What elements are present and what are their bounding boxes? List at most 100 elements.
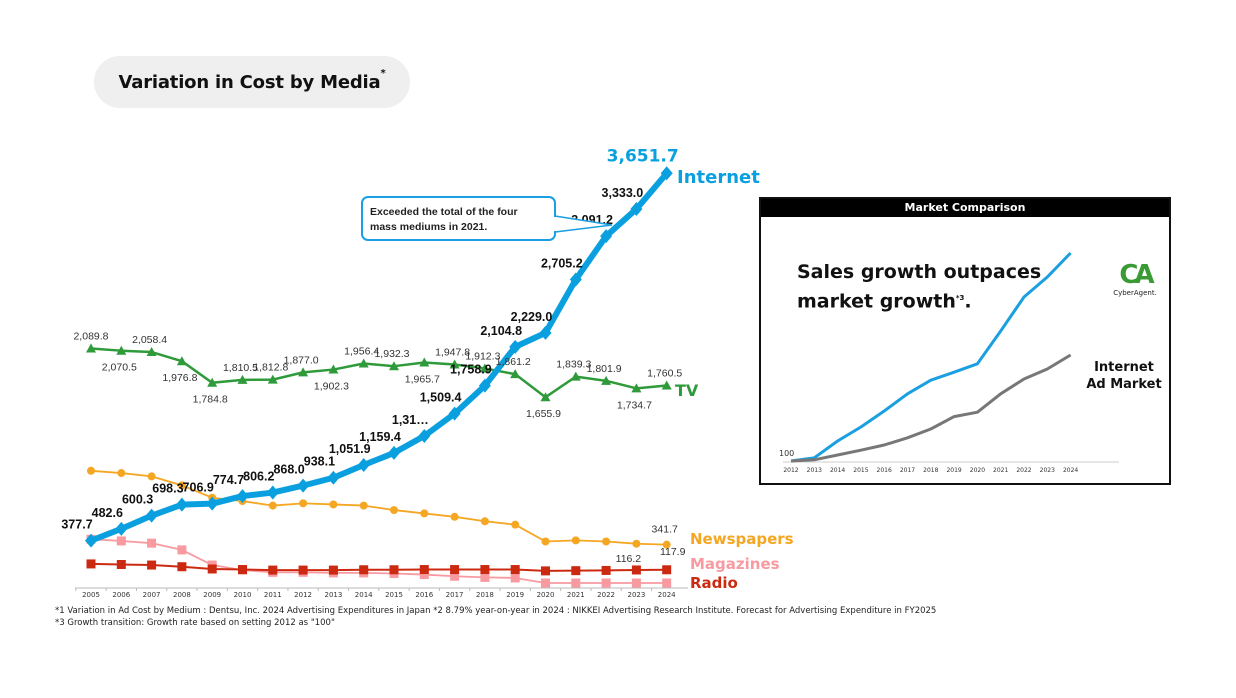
internet-data-label: 3,333.0 (602, 186, 644, 200)
callout-box (361, 196, 556, 241)
internet-data-label: 868.0 (273, 463, 304, 477)
magazines-point (419, 570, 429, 580)
callout-joint (553, 217, 557, 231)
tv-data-label: 1,760.5 (647, 367, 682, 379)
tv-point (449, 359, 460, 369)
magazines-series (86, 534, 672, 588)
newspapers-series (87, 466, 671, 549)
callout-text-line1: Exceeded the total of the four (370, 206, 518, 218)
tv-point (237, 374, 248, 384)
tv-point (631, 383, 642, 393)
newspapers-point (632, 539, 641, 548)
tv-point (267, 374, 278, 384)
x-tick-label: 2023 (627, 591, 645, 599)
x-tick-label: 2014 (355, 591, 373, 599)
market-comparison-panel: Market Comparison 2012 2013 2014 2015 2016 20… (759, 197, 1171, 485)
x-tick-label: 2015 (385, 591, 403, 599)
inset-x-tick-label: 2014 (830, 467, 845, 474)
radio-line (90, 562, 667, 572)
internet-data-label: 600.3 (122, 493, 153, 507)
tv-point (146, 347, 157, 357)
internet-point (388, 445, 400, 460)
market-comparison-headline: Sales growth outpaces market growth*3. (797, 261, 1042, 313)
x-tick-label: 2020 (537, 591, 555, 599)
inset-line-cyberagent (790, 251, 1072, 463)
magazines-point (510, 573, 520, 583)
tv-data-label: 1,734.7 (617, 399, 652, 411)
newspapers-point (268, 501, 277, 510)
tv-data-label: 1,810.5 (223, 362, 258, 374)
internet-data-label: 706.9 (183, 481, 214, 495)
tv-data-label: 1,801.9 (587, 363, 622, 375)
tv-point (389, 361, 399, 371)
tv-data-label: 2,089.8 (73, 331, 108, 343)
legend-magazines: Magazines (690, 555, 780, 573)
market-comparison-chart: 2012 2013 2014 2015 2016 2017 2018 2019 2020 2021… (779, 251, 1119, 474)
radio-point (480, 565, 490, 575)
x-tick-label: 2022 (597, 591, 615, 599)
tv-data-label: 1,912.3 (465, 350, 500, 362)
tv-data-label: 1,655.9 (526, 408, 561, 420)
internet-point (266, 485, 279, 500)
newspapers-point (147, 472, 156, 481)
chart-title-pill: Variation in Cost by Media* (94, 56, 410, 108)
radio-point (177, 562, 187, 572)
x-tick-label: 2017 (446, 591, 464, 599)
internet-point (297, 478, 310, 493)
cyberagent-logo-mark: CA (1119, 260, 1154, 290)
newspapers-point (420, 509, 429, 518)
internet-point (509, 339, 522, 354)
inset-x-tick-label: 2018 (923, 467, 938, 474)
x-tick-label: 2024 (658, 591, 676, 599)
internet-point (660, 166, 673, 181)
newspapers-point (511, 520, 520, 529)
market-comparison-headline-text: Sales growth outpaces market growth (797, 261, 1042, 313)
cyberagent-logo-word: CyberAgent. (1113, 289, 1157, 297)
radio-point (419, 565, 429, 575)
tv-point (358, 358, 369, 368)
radio-point (268, 565, 278, 575)
internet-point (85, 533, 97, 548)
newspapers-point (602, 537, 611, 546)
inset-x-tick-label: 2021 (993, 467, 1008, 474)
inset-line-internet-ad-market (790, 353, 1072, 463)
newspapers-point (390, 506, 398, 515)
internet-point (539, 325, 552, 340)
internet-data-label: 1,758.9 (450, 363, 492, 377)
internet-point (448, 406, 461, 421)
x-tick-label: 2011 (264, 591, 282, 599)
internet-data-label: 698.3 (152, 482, 183, 496)
radio-point (147, 560, 157, 570)
magazines-point (147, 538, 157, 548)
tv-data-label: 1,877.0 (284, 354, 319, 366)
inset-x-tick-label: 2022 (1016, 467, 1031, 474)
tv-point (540, 392, 551, 402)
callout-text-line2: mass mediums in 2021. (370, 221, 487, 233)
internet-series (85, 166, 673, 548)
internet-data-label: 482.6 (92, 506, 123, 520)
magazines-point (541, 578, 550, 588)
legend-tv: TV (675, 381, 699, 400)
internet-point (236, 489, 249, 504)
tv-point (116, 345, 127, 355)
radio-point (662, 565, 672, 575)
magazines-point (480, 572, 490, 582)
tv-data-label: 1,784.8 (193, 394, 228, 406)
market-comparison-title: Market Comparison (761, 199, 1169, 217)
internet-data-label: 2,229.0 (511, 310, 553, 324)
magazines-point (116, 536, 126, 546)
newspapers-point (450, 512, 459, 521)
tv-data-label: 1,861.2 (496, 356, 531, 368)
internet-point (145, 508, 158, 523)
tv-point (86, 343, 96, 353)
newspapers-point (571, 536, 580, 545)
internet-data-label: 938.1 (304, 455, 335, 469)
magazines-point (601, 578, 611, 588)
newspapers-point (662, 540, 671, 549)
radio-point (571, 566, 581, 576)
x-tick-label: 2016 (415, 591, 433, 599)
x-tick-label: 2005 (82, 591, 100, 599)
internet-data-label: 377.7 (61, 518, 92, 532)
magazines-line (90, 538, 667, 584)
internet-point (327, 470, 340, 485)
